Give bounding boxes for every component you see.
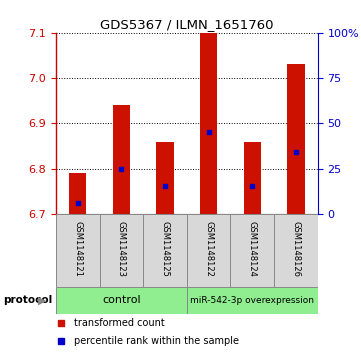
Bar — [143, 214, 187, 287]
Bar — [187, 214, 230, 287]
Bar — [230, 214, 274, 287]
Text: GSM1148124: GSM1148124 — [248, 221, 257, 277]
Bar — [200, 33, 217, 214]
Text: protocol: protocol — [4, 295, 53, 305]
Bar — [113, 105, 130, 214]
Text: ▶: ▶ — [38, 295, 47, 305]
Bar — [100, 214, 143, 287]
Bar — [274, 214, 318, 287]
Bar — [287, 64, 305, 214]
Text: GSM1148126: GSM1148126 — [291, 221, 300, 277]
Text: miR-542-3p overexpression: miR-542-3p overexpression — [190, 296, 314, 305]
Text: GSM1148125: GSM1148125 — [161, 221, 170, 277]
Text: control: control — [102, 295, 141, 305]
Bar — [156, 142, 174, 214]
Text: transformed count: transformed count — [74, 318, 165, 328]
Bar — [56, 287, 187, 314]
Bar — [69, 174, 87, 214]
Bar — [56, 214, 100, 287]
Bar — [244, 142, 261, 214]
Text: GSM1148121: GSM1148121 — [73, 221, 82, 277]
Text: percentile rank within the sample: percentile rank within the sample — [74, 336, 239, 346]
Text: GSM1148123: GSM1148123 — [117, 221, 126, 277]
Title: GDS5367 / ILMN_1651760: GDS5367 / ILMN_1651760 — [100, 19, 274, 32]
Bar — [187, 287, 318, 314]
Text: GSM1148122: GSM1148122 — [204, 221, 213, 277]
